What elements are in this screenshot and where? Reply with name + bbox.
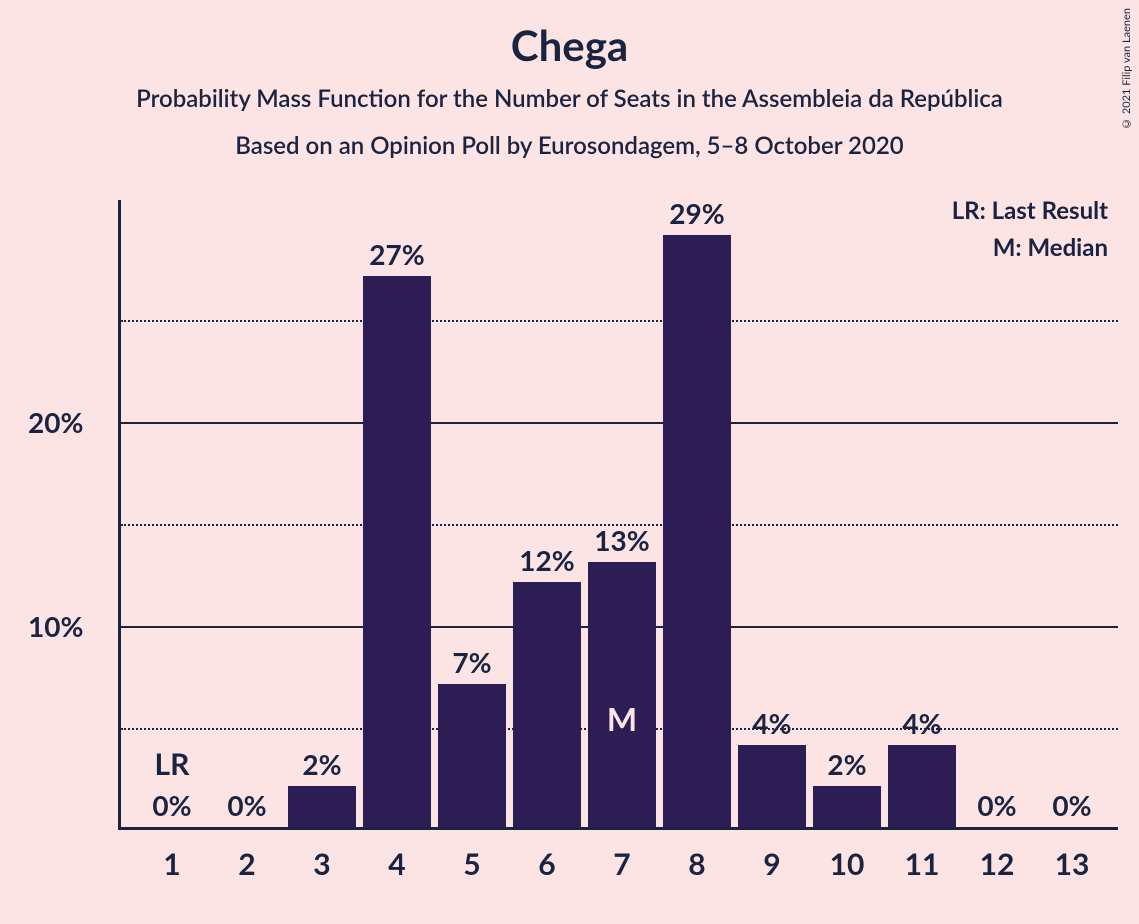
bar	[813, 786, 881, 827]
copyright-text: © 2021 Filip van Laenen	[1120, 8, 1133, 130]
median-annotation: M	[607, 699, 637, 738]
bar-value-label: 27%	[369, 237, 424, 271]
bar	[663, 235, 731, 827]
legend: LR: Last Result M: Median	[952, 196, 1108, 270]
bar-value-label: 12%	[519, 543, 574, 577]
chart-title: Chega	[0, 0, 1139, 70]
lr-annotation: LR	[155, 746, 190, 782]
bar-value-label: 7%	[452, 645, 491, 679]
bar	[438, 684, 506, 827]
x-axis-label: 2	[238, 846, 255, 882]
x-axis-label: 13	[1055, 846, 1090, 882]
bar-value-label: 0%	[977, 788, 1016, 822]
x-axis-label: 5	[463, 846, 480, 882]
y-axis	[118, 200, 121, 830]
x-axis-label: 6	[538, 846, 555, 882]
bar	[588, 562, 656, 827]
bar	[888, 745, 956, 827]
legend-m: M: Median	[952, 233, 1108, 262]
gridline	[121, 320, 1118, 322]
bar-value-label: 2%	[827, 747, 866, 781]
bar	[288, 786, 356, 827]
x-axis-label: 1	[163, 846, 180, 882]
x-axis-label: 10	[830, 846, 865, 882]
x-axis	[118, 827, 1118, 830]
y-axis-label: 20%	[28, 405, 108, 439]
bar-value-label: 29%	[669, 196, 724, 230]
bar	[363, 276, 431, 827]
x-axis-label: 9	[763, 846, 780, 882]
bar	[513, 582, 581, 827]
chart-subtitle-2: Based on an Opinion Poll by Eurosondagem…	[0, 131, 1139, 160]
x-axis-label: 11	[905, 846, 940, 882]
x-axis-label: 3	[313, 846, 330, 882]
bar-value-label: 2%	[302, 747, 341, 781]
gridline	[121, 422, 1118, 424]
bar	[738, 745, 806, 827]
bar-chart: LR: Last Result M: Median 10%20%0%10%22%…	[118, 200, 1118, 830]
plot-area: LR: Last Result M: Median 10%20%0%10%22%…	[118, 200, 1118, 830]
x-axis-label: 12	[980, 846, 1015, 882]
bar-value-label: 13%	[594, 523, 649, 557]
x-axis-label: 7	[613, 846, 630, 882]
bar-value-label: 0%	[1052, 788, 1091, 822]
x-axis-label: 4	[388, 846, 405, 882]
y-axis-label: 10%	[28, 609, 108, 643]
legend-lr: LR: Last Result	[952, 196, 1108, 225]
x-axis-label: 8	[688, 846, 705, 882]
bar-value-label: 0%	[227, 788, 266, 822]
bar-value-label: 4%	[902, 706, 941, 740]
chart-subtitle-1: Probability Mass Function for the Number…	[0, 84, 1139, 113]
bar-value-label: 0%	[152, 788, 191, 822]
bar-value-label: 4%	[752, 706, 791, 740]
